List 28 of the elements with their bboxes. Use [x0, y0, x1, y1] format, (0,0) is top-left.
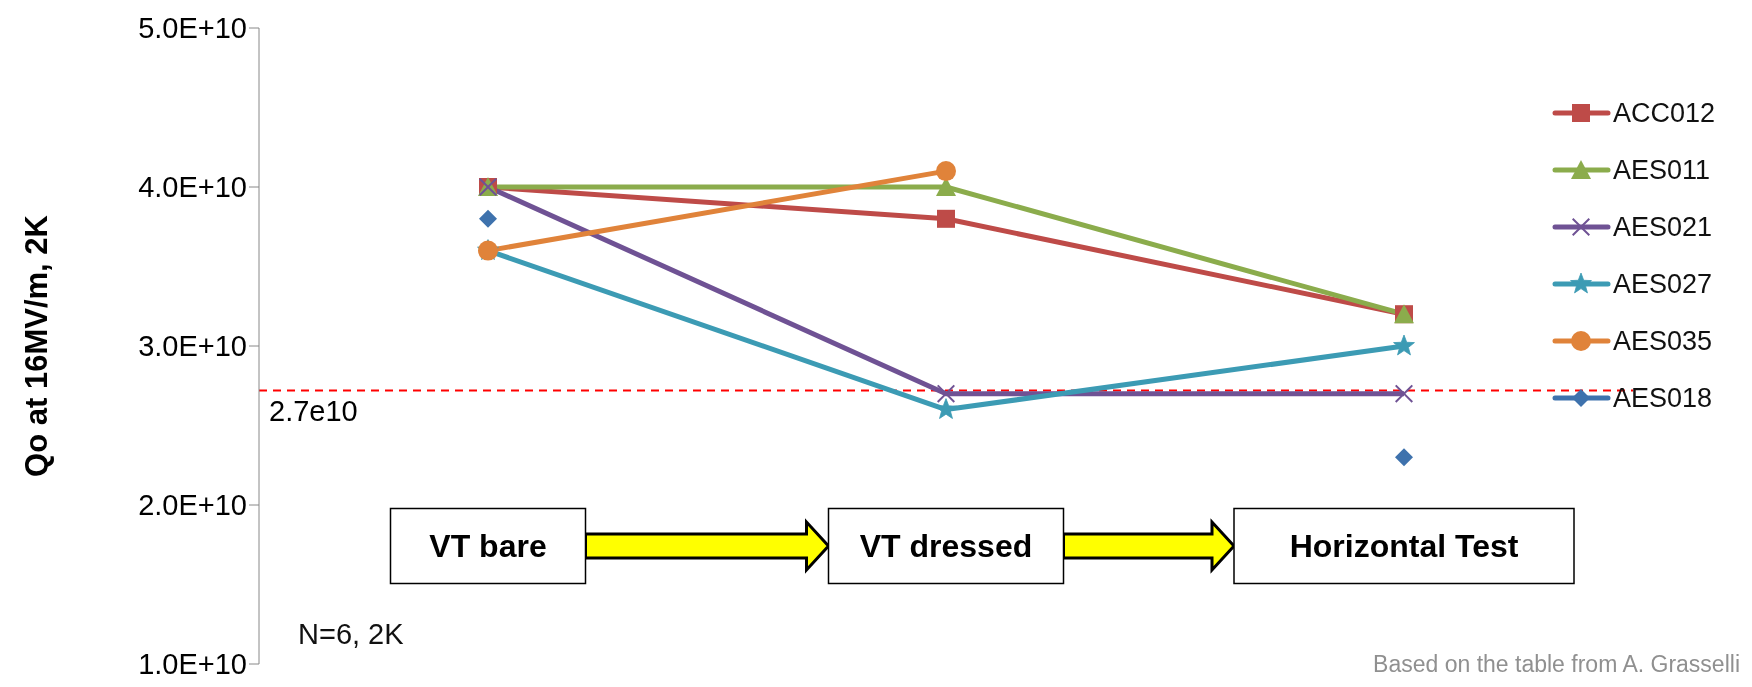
- x-tick-label: VT bare: [429, 528, 547, 564]
- text-box: Horizontal Test: [1233, 507, 1575, 585]
- point: [937, 384, 955, 403]
- annotation: N=6, 2K: [298, 618, 404, 651]
- text-box: VT bare: [389, 507, 587, 585]
- point: [936, 161, 956, 182]
- y-tick-label: 4.0E+10: [138, 171, 247, 204]
- annotation: Based on the table from A. Grasselli: [1373, 651, 1740, 678]
- y-tick-label: 1.0E+10: [138, 648, 247, 681]
- legend-label: AES035: [1613, 326, 1713, 356]
- y-axis-title: Qo at 16MV/m, 2K: [19, 214, 55, 477]
- y-tick-label: 5.0E+10: [138, 12, 247, 45]
- legend-label: ACC012: [1613, 98, 1716, 128]
- x-tick-label: Horizontal Test: [1289, 528, 1519, 564]
- point: [1395, 384, 1413, 403]
- legend-label: AES027: [1613, 269, 1713, 299]
- y-tick-label: 3.0E+10: [138, 330, 247, 363]
- x-tick-label: VT dressed: [859, 528, 1033, 564]
- legend-label: AES011: [1613, 155, 1711, 185]
- legend-label: AES018: [1613, 383, 1713, 413]
- point: [937, 209, 955, 228]
- point: [479, 209, 497, 228]
- legend-label: AES021: [1613, 212, 1713, 242]
- text-box: VT dressed: [827, 507, 1065, 585]
- point: [1393, 334, 1415, 356]
- ref-line-label: 2.7e10: [269, 395, 358, 428]
- y-tick-label: 2.0E+10: [138, 489, 247, 522]
- point: [1395, 448, 1413, 467]
